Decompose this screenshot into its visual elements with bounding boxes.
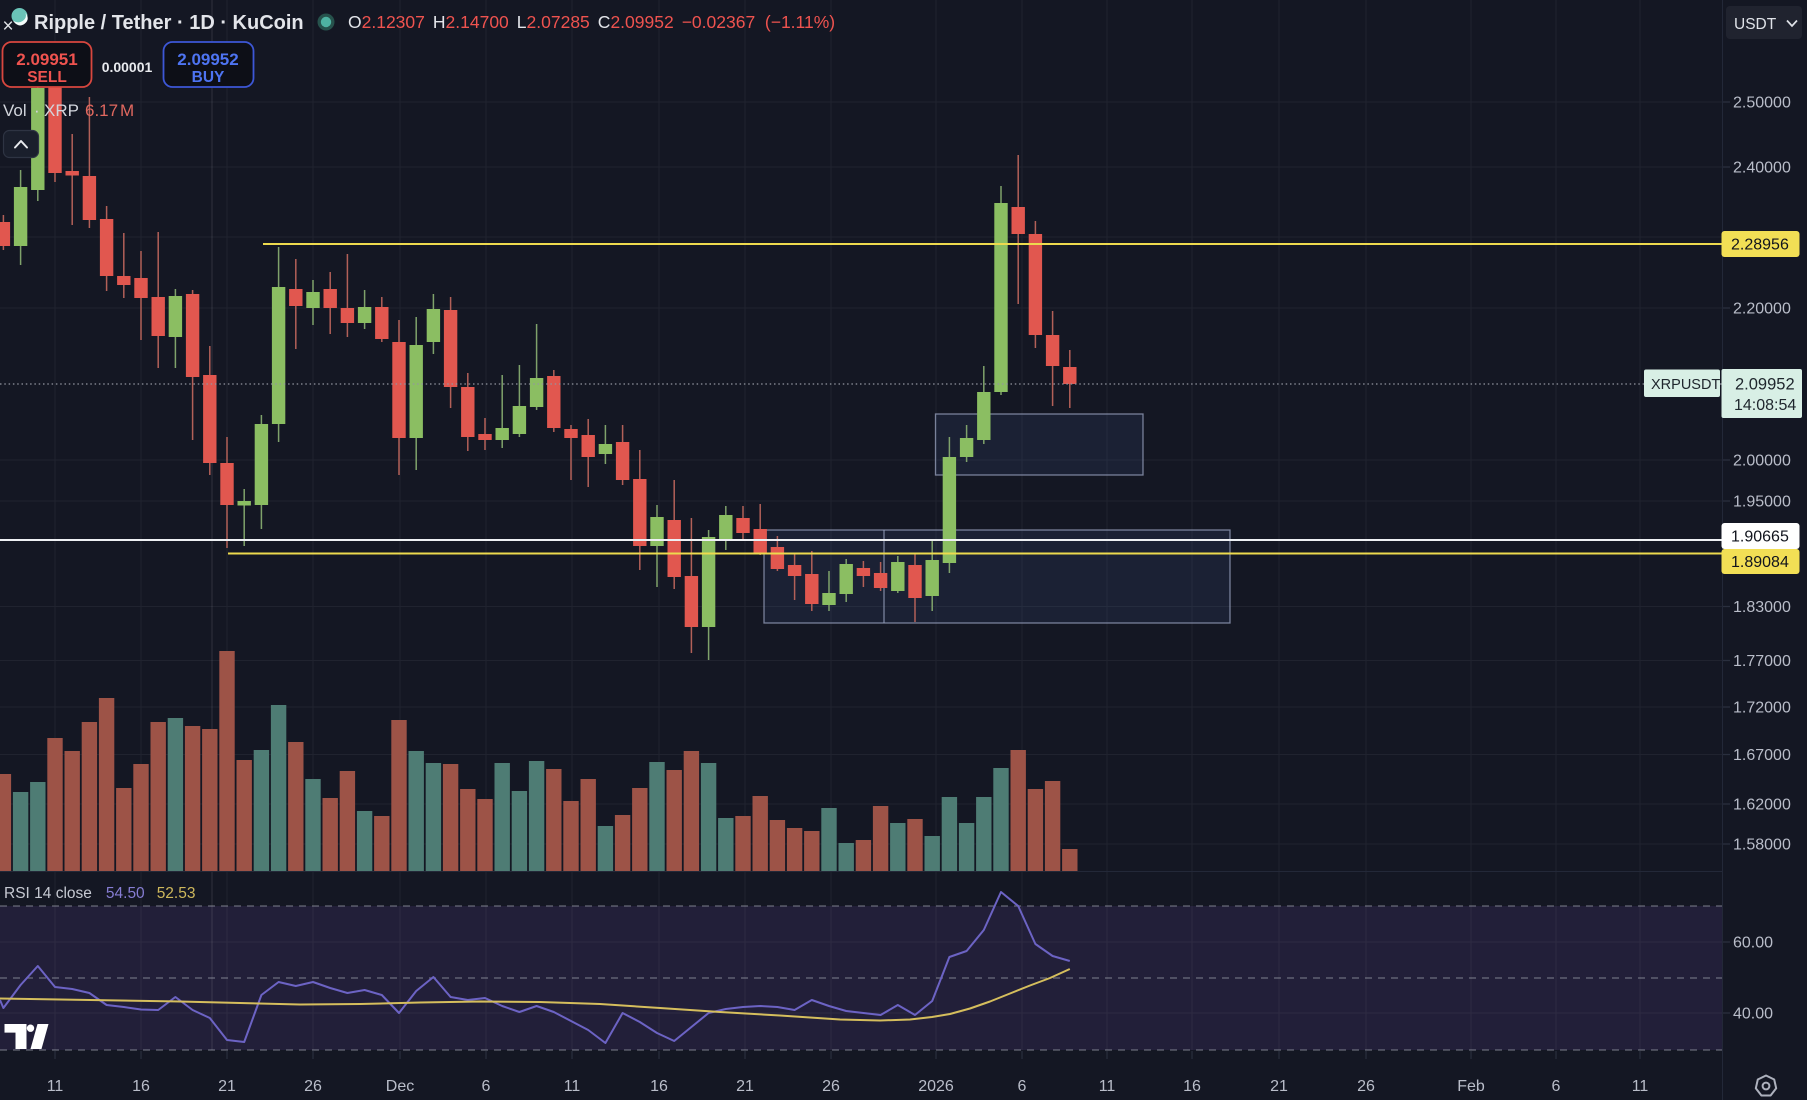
svg-text:1.89084: 1.89084 <box>1731 554 1789 571</box>
svg-text:1.67000: 1.67000 <box>1733 747 1791 764</box>
svg-text:40.00: 40.00 <box>1733 1006 1773 1023</box>
svg-text:1.83000: 1.83000 <box>1733 599 1791 616</box>
svg-text:16: 16 <box>650 1078 668 1095</box>
svg-text:Feb: Feb <box>1457 1078 1485 1095</box>
svg-text:6: 6 <box>482 1078 491 1095</box>
svg-text:2.50000: 2.50000 <box>1733 95 1791 112</box>
svg-text:2.09952: 2.09952 <box>1735 376 1795 394</box>
svg-text:11: 11 <box>564 1078 581 1095</box>
svg-text:21: 21 <box>736 1078 754 1095</box>
svg-text:2.28956: 2.28956 <box>1731 237 1789 254</box>
svg-text:Dec: Dec <box>386 1078 414 1095</box>
svg-text:1.77000: 1.77000 <box>1733 653 1791 670</box>
svg-text:6: 6 <box>1552 1078 1561 1095</box>
svg-text:1.95000: 1.95000 <box>1733 494 1791 511</box>
svg-text:BUY: BUY <box>192 69 225 86</box>
svg-text:1.90665: 1.90665 <box>1731 529 1789 546</box>
svg-text:11: 11 <box>1099 1078 1116 1095</box>
svg-text:11: 11 <box>1632 1078 1649 1095</box>
svg-text:1.62000: 1.62000 <box>1733 797 1791 814</box>
svg-text:21: 21 <box>1270 1078 1288 1095</box>
svg-text:26: 26 <box>822 1078 840 1095</box>
svg-text:26: 26 <box>304 1078 322 1095</box>
svg-text:XRPUSDT: XRPUSDT <box>1651 377 1720 393</box>
svg-text:14:08:54: 14:08:54 <box>1734 397 1796 414</box>
svg-text:×: × <box>3 16 14 37</box>
svg-text:2.40000: 2.40000 <box>1733 160 1791 177</box>
svg-text:2.00000: 2.00000 <box>1733 453 1791 470</box>
svg-text:6: 6 <box>1018 1078 1027 1095</box>
svg-text:2.09951: 2.09951 <box>16 50 77 69</box>
svg-text:16: 16 <box>1183 1078 1201 1095</box>
svg-text:21: 21 <box>218 1078 236 1095</box>
svg-text:1.58000: 1.58000 <box>1733 837 1791 854</box>
svg-text:60.00: 60.00 <box>1733 935 1773 952</box>
svg-text:Ripple / Tether · 1D · KuCoin: Ripple / Tether · 1D · KuCoin <box>34 12 304 34</box>
svg-text:1.72000: 1.72000 <box>1733 700 1791 717</box>
svg-text:SELL: SELL <box>27 69 67 86</box>
svg-text:2026: 2026 <box>918 1078 954 1095</box>
svg-text:USDT: USDT <box>1734 16 1777 33</box>
svg-text:2.20000: 2.20000 <box>1733 301 1791 318</box>
svg-text:26: 26 <box>1357 1078 1375 1095</box>
svg-text:2.09952: 2.09952 <box>177 50 238 69</box>
svg-text:0.00001: 0.00001 <box>102 59 153 75</box>
svg-text:16: 16 <box>132 1078 150 1095</box>
svg-text:11: 11 <box>47 1078 64 1095</box>
